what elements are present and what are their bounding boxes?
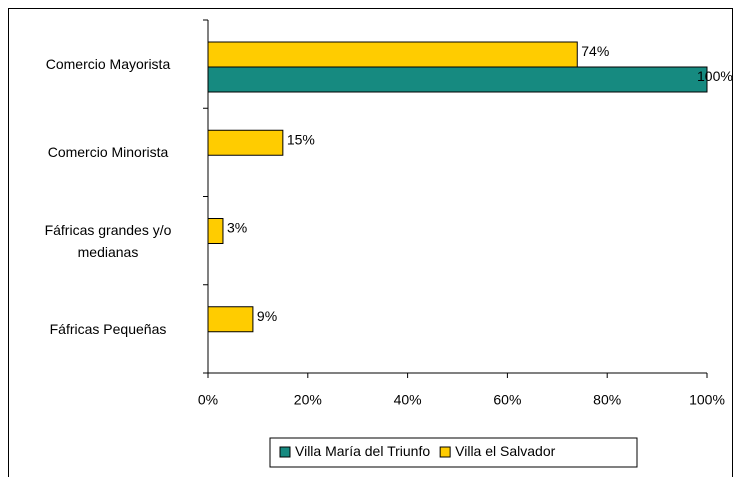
legend-swatch xyxy=(279,446,291,458)
bar xyxy=(207,41,578,68)
value-label: 15% xyxy=(287,131,315,147)
value-label: 74% xyxy=(581,43,609,59)
chart-frame xyxy=(8,8,733,477)
x-tick-label: 80% xyxy=(593,392,621,408)
category-label: Comercio Mayorista xyxy=(45,56,171,73)
category-label: Fáfricas Pequeñas xyxy=(49,320,167,337)
value-label: 100% xyxy=(697,68,733,84)
category-label: Fáfricas grandes y/o medianas xyxy=(44,221,172,260)
legend-label: Villa el Salvador xyxy=(455,443,555,459)
bar xyxy=(207,306,254,333)
legend-swatch xyxy=(439,446,451,458)
bar xyxy=(207,129,284,156)
x-tick-label: 60% xyxy=(493,392,521,408)
x-tick-label: 40% xyxy=(394,392,422,408)
category-label: Comercio Minorista xyxy=(47,144,169,161)
x-tick-label: 20% xyxy=(294,392,322,408)
bar xyxy=(207,66,708,93)
bar xyxy=(207,218,224,244)
value-label: 3% xyxy=(227,220,247,236)
x-tick-label: 0% xyxy=(198,392,218,408)
legend-box xyxy=(269,437,638,468)
x-tick-label: 100% xyxy=(689,392,725,408)
legend-label: Villa María del Triunfo xyxy=(295,443,430,459)
value-label: 9% xyxy=(257,308,277,324)
